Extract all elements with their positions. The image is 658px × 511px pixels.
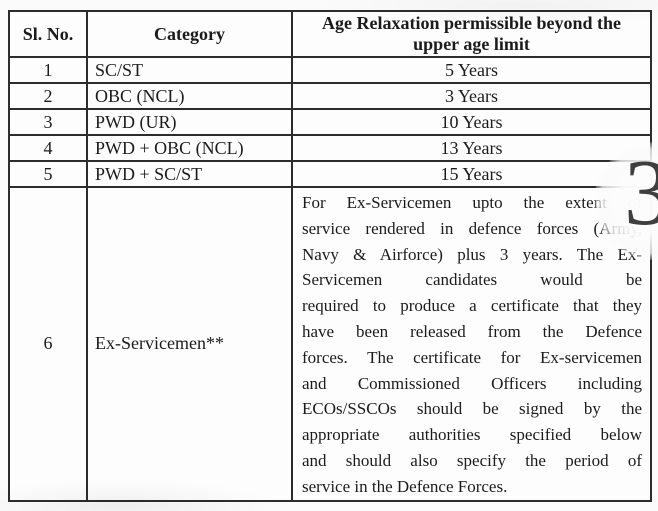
page-number[interactable]: 3 <box>624 141 658 245</box>
row-sl: 2 <box>10 84 88 110</box>
row-relaxation: 10 Years <box>293 110 650 136</box>
row-category: PWD + SC/ST <box>88 162 293 188</box>
header-cell-sl-no: Sl. No. <box>10 12 88 58</box>
row-sl: 4 <box>10 136 88 162</box>
row-category: Ex-Servicemen** <box>88 188 293 500</box>
row-sl: 6 <box>10 188 88 500</box>
relaxation-line: ECOs/SSCOs should be signed by the <box>302 399 642 419</box>
row-sl: 5 <box>10 162 88 188</box>
row-relaxation-paragraph: For Ex-Servicemen upto the extent of ser… <box>293 188 650 500</box>
row-relaxation: 5 Years <box>293 58 650 84</box>
row-category: OBC (NCL) <box>88 84 293 110</box>
relaxation-line: and Commissioned Officers including <box>302 373 642 393</box>
row-sl: 1 <box>10 58 88 84</box>
row-sl: 3 <box>10 110 88 136</box>
relaxation-line: Navy & Airforce) plus 3 years. The Ex- <box>302 244 642 264</box>
row-relaxation: 3 Years <box>293 84 650 110</box>
relaxation-line: service in the Defence Forces. <box>302 476 508 496</box>
row-relaxation: 15 Years <box>293 162 650 188</box>
relaxation-line: have been released from the Defence <box>302 321 642 341</box>
row-category: PWD + OBC (NCL) <box>88 136 293 162</box>
row-category: PWD (UR) <box>88 110 293 136</box>
row-relaxation: 13 Years <box>293 136 650 162</box>
header-cell-relaxation: Age Relaxation permissible beyond the up… <box>293 12 650 58</box>
relaxation-line: service rendered in defence forces (Army… <box>302 218 642 238</box>
relaxation-line: Servicemen candidates would be <box>302 270 642 290</box>
age-relaxation-table: Sl. No. Category Age Relaxation permissi… <box>8 10 652 502</box>
relaxation-line: For Ex-Servicemen upto the extent of <box>302 193 642 212</box>
header-cell-category: Category <box>88 12 293 58</box>
relaxation-line: and should also specify the period of <box>302 450 642 470</box>
row-category: SC/ST <box>88 58 293 84</box>
relaxation-line: appropriate authorities specified below <box>302 425 642 445</box>
relaxation-line: forces. The certificate for Ex-serviceme… <box>302 347 642 367</box>
relaxation-line: required to produce a certificate that t… <box>302 296 642 316</box>
